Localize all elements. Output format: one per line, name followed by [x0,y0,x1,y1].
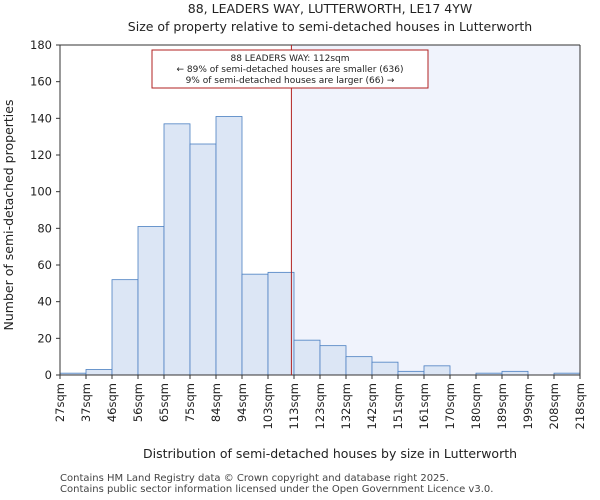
bar-65sqm [163,123,191,376]
x-tick-label: 94sqm [235,383,249,422]
bar-56sqm [137,226,165,376]
annotation-box [151,49,429,89]
y-tick-label: 120 [30,148,52,162]
x-tick-label: 123sqm [313,383,327,429]
x-tick-label: 189sqm [495,383,509,429]
annotation-line-1: 88 LEADERS WAY: 112sqm [230,54,349,64]
x-tick-label: 180sqm [469,383,483,429]
y-tick-label: 80 [37,221,52,235]
x-tick-label: 103sqm [261,383,275,429]
y-axis-label: Number of semi-detached properties [1,100,16,331]
bar-37sqm [85,369,113,376]
x-axis-label: Distribution of semi-detached houses by … [143,446,517,461]
bar-84sqm [215,116,243,376]
y-tick-label: 100 [30,185,52,199]
annotation-line-3: 9% of semi-detached houses are larger (6… [186,76,395,86]
bar-94sqm [241,273,269,376]
x-tick-label: 218sqm [573,383,587,429]
x-tick-label: 84sqm [209,383,223,422]
y-tick-label: 140 [30,111,52,125]
bar-142sqm [371,361,399,376]
y-tick-label: 60 [37,258,52,272]
bar-75sqm [189,143,217,376]
chart-title: 88, LEADERS WAY, LUTTERWORTH, LE17 4YW [188,1,473,16]
bar-189sqm [501,370,529,376]
bar-46sqm [111,279,139,376]
x-tick-label: 75sqm [183,383,197,422]
x-tick-label: 37sqm [79,383,93,422]
larger-region-highlight [291,45,580,375]
histogram-chart: 88, LEADERS WAY, LUTTERWORTH, LE17 4YW S… [1,1,587,461]
bar-132sqm [345,356,373,376]
bar-151sqm [397,370,425,376]
x-tick-label: 65sqm [157,383,171,422]
plot-area: 0 20 40 60 80 100 120 140 160 180 27sqm 37sqm 46sqm 5… [30,38,587,429]
bar-123sqm [319,345,347,376]
x-tick-label: 151sqm [391,383,405,429]
bar-113sqm [293,339,321,376]
y-tick-label: 20 [37,331,52,345]
x-tick-label: 161sqm [417,383,431,429]
x-tick-label: 56sqm [131,383,145,422]
y-tick-label: 40 [37,295,52,309]
x-tick-label: 27sqm [53,383,67,422]
x-tick-label: 113sqm [287,383,301,429]
x-tick-label: 170sqm [443,383,457,429]
x-tick-label: 46sqm [105,383,119,422]
y-tick-label: 0 [45,368,52,382]
y-tick-label: 160 [30,75,52,89]
annotation-line-2: ← 89% of semi-detached houses are smalle… [177,65,404,75]
x-tick-label: 132sqm [339,383,353,429]
y-tick-label: 180 [30,38,52,52]
bar-161sqm [423,365,451,376]
chart-subtitle: Size of property relative to semi-detach… [128,19,532,34]
bar-103sqm [267,271,295,376]
x-tick-label: 208sqm [547,383,561,429]
footer-licence: Contains public sector information licen… [60,484,494,495]
footer-copyright: Contains HM Land Registry data © Crown c… [60,473,449,484]
x-tick-label: 142sqm [365,383,379,429]
x-tick-label: 199sqm [521,383,535,429]
